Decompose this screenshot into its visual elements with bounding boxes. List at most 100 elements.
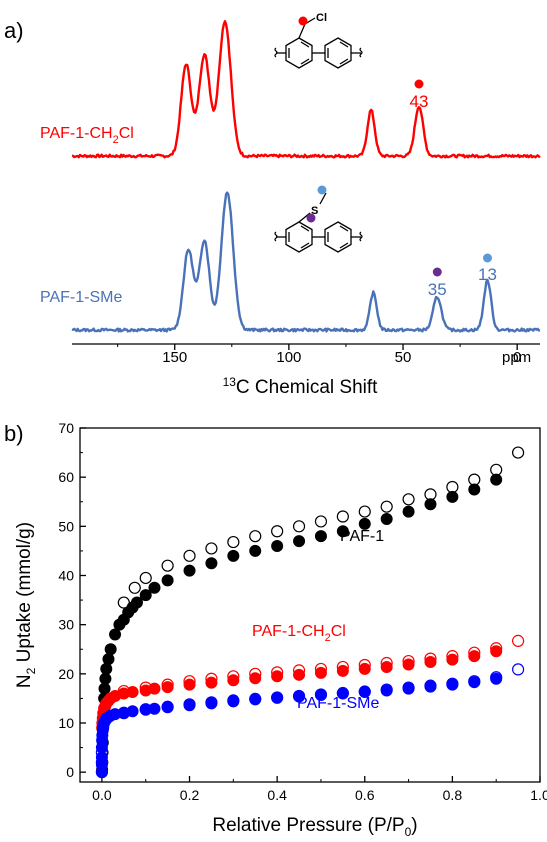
iso-y-tick-label: 10 <box>58 715 74 731</box>
isotherm-desorption-point <box>183 549 196 562</box>
isotherm-adsorption-point <box>380 660 393 673</box>
panel-a-label: a) <box>4 18 24 43</box>
isotherm-adsorption-point <box>130 596 143 609</box>
iso-y-tick-label: 30 <box>58 617 74 633</box>
isotherm-plot-frame <box>79 427 541 783</box>
isotherm-adsorption-point <box>336 664 349 677</box>
series-label-paf1-sme: PAF-1-SMe <box>297 695 379 712</box>
iso-x-tick-label: 0.4 <box>267 787 287 803</box>
isotherm-adsorption-point <box>358 686 371 699</box>
nmr-panel: a) PAF-1-CH2Cl PAF-1-SMe 43 35 13 <box>4 12 541 398</box>
isotherm-desorption-point <box>358 505 371 518</box>
isotherm-desorption-point <box>336 510 349 523</box>
isotherm-y-axis-title: N2 Uptake (mmol/g) <box>14 522 38 688</box>
isotherm-adsorption-point <box>336 687 349 700</box>
nmr-spectrum-sme <box>71 191 541 333</box>
peak-marker-35 <box>432 267 442 277</box>
isotherm-adsorption-point <box>227 674 240 687</box>
isotherm-adsorption-point <box>98 682 111 695</box>
isotherm-adsorption-point <box>336 525 349 538</box>
isotherm-adsorption-point <box>148 702 161 715</box>
iso-x-tick-label: 1.0 <box>530 787 547 803</box>
iso-x-tick-label: 0.2 <box>180 787 200 803</box>
structure-sme-marker-methyl <box>317 185 327 195</box>
isotherm-desorption-point <box>249 530 262 543</box>
isotherm-adsorption-point <box>205 697 218 710</box>
isotherm-adsorption-point <box>446 490 459 503</box>
iso-y-tick-label: 20 <box>58 666 74 682</box>
nmr-spectrum-ch2cl <box>71 20 541 159</box>
isotherm-desorption-point <box>511 663 525 676</box>
isotherm-adsorption-point <box>314 530 327 543</box>
series-label-ch2cl: PAF-1-CH2Cl <box>40 125 134 146</box>
isotherm-adsorption-point <box>126 686 139 699</box>
isotherm-desorption-point <box>511 446 525 459</box>
isotherm-adsorption-point <box>424 498 437 511</box>
isotherm-adsorption-point <box>183 699 196 712</box>
isotherm-adsorption-point <box>104 643 117 656</box>
isotherm-adsorption-point <box>139 589 152 602</box>
isotherm-adsorption-point <box>446 678 459 691</box>
iso-y-tick-label: 60 <box>58 469 74 485</box>
isotherm-adsorption-point <box>402 658 415 671</box>
isotherm-adsorption-point <box>100 662 113 675</box>
isotherm-adsorption-point <box>205 676 218 689</box>
isotherm-desorption-point <box>139 571 152 585</box>
series-label-sme: PAF-1-SMe <box>40 289 122 306</box>
isotherm-adsorption-point <box>205 557 218 570</box>
isotherm-axis-ticks: 0.0 0.2 0.4 0.6 0.8 1.0 0 10 20 30 40 50 60 70 <box>58 420 547 803</box>
isotherm-adsorption-point <box>293 535 306 548</box>
isotherm-desorption-point <box>511 634 525 647</box>
isotherm-adsorption-point <box>161 701 174 714</box>
isotherm-adsorption-point <box>109 628 122 641</box>
peak-marker-43 <box>414 79 424 89</box>
isotherm-adsorption-point <box>468 676 481 689</box>
isotherm-desorption-point <box>380 500 393 513</box>
isotherm-x-axis-title: Relative Pressure (P/P0) <box>212 815 417 839</box>
isotherm-desorption-point <box>292 520 306 533</box>
structure-ch2cl <box>274 17 363 69</box>
isotherm-desorption-point <box>402 493 415 506</box>
isotherm-adsorption-point <box>183 564 196 577</box>
series-label-paf1: PAF-1 <box>340 528 384 545</box>
iso-x-tick-label: 0.8 <box>443 787 463 803</box>
isotherm-panel: b) 0.0 0.2 0.4 0.6 0.8 1.0 0 10 20 30 40 50 60 70 PAF… <box>4 420 547 839</box>
structure-sme-substituent: S <box>311 205 318 217</box>
isotherm-adsorption-point <box>271 670 284 683</box>
isotherm-adsorption-point <box>249 693 262 706</box>
isotherm-points <box>95 446 525 779</box>
peak-label-43: 43 <box>410 92 429 111</box>
isotherm-adsorption-point <box>227 695 240 708</box>
isotherm-adsorption-point <box>424 656 437 669</box>
isotherm-adsorption-point <box>314 666 327 679</box>
isotherm-adsorption-point <box>102 653 115 666</box>
iso-y-tick-label: 40 <box>58 568 74 584</box>
isotherm-adsorption-point <box>148 682 161 695</box>
isotherm-adsorption-point <box>490 672 503 685</box>
isotherm-adsorption-point <box>161 574 174 587</box>
iso-x-tick-label: 0.6 <box>355 787 375 803</box>
peak-marker-13 <box>482 253 492 263</box>
isotherm-adsorption-point <box>358 517 371 530</box>
isotherm-adsorption-point <box>293 690 306 703</box>
series-label-paf1-ch2cl: PAF-1-CH2Cl <box>252 623 346 644</box>
isotherm-adsorption-point <box>424 680 437 693</box>
structure-ch2cl-substituent: Cl <box>316 12 327 24</box>
structure-ch2cl-marker <box>298 16 308 26</box>
isotherm-adsorption-point <box>468 483 481 496</box>
isotherm-adsorption-point <box>490 645 503 658</box>
iso-y-tick-label: 70 <box>58 420 74 436</box>
isotherm-adsorption-point <box>271 691 284 704</box>
iso-y-tick-label: 0 <box>66 764 74 780</box>
isotherm-adsorption-point <box>183 678 196 691</box>
isotherm-adsorption-point <box>402 682 415 695</box>
peak-label-13: 13 <box>478 265 497 284</box>
isotherm-adsorption-point <box>446 653 459 666</box>
isotherm-adsorption-point <box>293 668 306 681</box>
isotherm-adsorption-point <box>227 549 240 562</box>
nmr-x-axis-title: 13C Chemical Shift <box>223 375 379 398</box>
isotherm-desorption-point <box>128 581 141 594</box>
isotherm-desorption-point <box>227 535 240 549</box>
isotherm-adsorption-point <box>380 512 393 525</box>
